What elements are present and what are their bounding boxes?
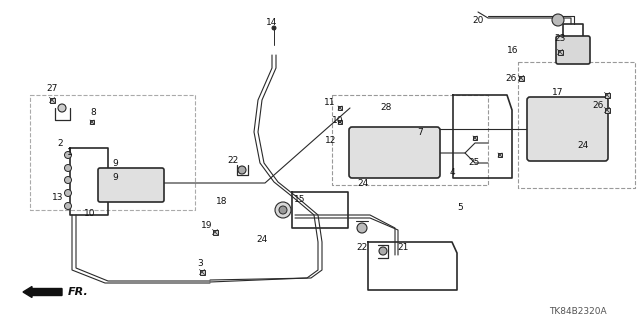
Circle shape [58, 104, 66, 112]
Text: 11: 11 [324, 98, 336, 107]
Bar [605, 92, 609, 98]
Circle shape [576, 119, 596, 139]
Text: 10: 10 [84, 209, 96, 218]
Text: 22: 22 [227, 156, 239, 164]
Circle shape [65, 189, 72, 196]
Bar [338, 106, 342, 110]
Text: 24: 24 [257, 236, 268, 244]
Circle shape [542, 121, 558, 137]
FancyBboxPatch shape [527, 97, 608, 161]
Circle shape [65, 177, 72, 183]
Text: 27: 27 [46, 84, 58, 92]
Circle shape [279, 206, 287, 214]
Circle shape [105, 175, 125, 195]
Circle shape [363, 146, 377, 160]
Circle shape [238, 166, 246, 174]
Text: 25: 25 [468, 157, 480, 166]
Bar [557, 50, 563, 54]
Circle shape [272, 26, 276, 30]
Text: 9: 9 [112, 172, 118, 181]
Bar [200, 269, 205, 275]
Bar [473, 136, 477, 140]
Bar [49, 98, 54, 102]
Text: 26: 26 [506, 74, 516, 83]
Circle shape [65, 203, 72, 210]
Circle shape [379, 247, 387, 255]
Text: 26: 26 [592, 100, 604, 109]
Bar [498, 153, 502, 157]
Text: 1: 1 [67, 148, 73, 156]
Text: 13: 13 [52, 194, 64, 203]
FancyBboxPatch shape [349, 127, 440, 178]
Circle shape [141, 178, 155, 192]
Text: FR.: FR. [68, 287, 89, 297]
Text: 28: 28 [380, 102, 392, 111]
Bar [90, 120, 94, 124]
Circle shape [408, 144, 426, 162]
Text: 12: 12 [325, 135, 337, 145]
Text: 21: 21 [397, 244, 409, 252]
Text: 7: 7 [417, 127, 423, 137]
Text: 10: 10 [332, 116, 344, 124]
Text: 3: 3 [197, 259, 203, 268]
Text: 20: 20 [472, 15, 484, 25]
Text: 2: 2 [57, 139, 63, 148]
Circle shape [357, 140, 383, 166]
Text: 14: 14 [266, 18, 278, 27]
FancyArrow shape [23, 286, 62, 298]
Text: 4: 4 [449, 167, 455, 177]
Text: TK84B2320A: TK84B2320A [549, 308, 607, 316]
Text: 18: 18 [216, 197, 228, 206]
Bar [605, 108, 609, 113]
Text: 23: 23 [554, 34, 566, 43]
Bar [338, 120, 342, 124]
Text: 15: 15 [294, 196, 306, 204]
Circle shape [535, 114, 565, 144]
Circle shape [65, 164, 72, 172]
FancyBboxPatch shape [556, 36, 590, 64]
Circle shape [357, 223, 367, 233]
Text: 9: 9 [112, 158, 118, 167]
Text: 19: 19 [201, 220, 212, 229]
Text: 8: 8 [90, 108, 96, 116]
Circle shape [275, 202, 291, 218]
Text: 5: 5 [457, 204, 463, 212]
Bar [212, 229, 218, 235]
Text: 16: 16 [508, 45, 519, 54]
Text: 24: 24 [357, 179, 369, 188]
FancyBboxPatch shape [98, 168, 164, 202]
Circle shape [65, 151, 72, 158]
Text: 17: 17 [552, 87, 564, 97]
Circle shape [552, 14, 564, 26]
Circle shape [110, 180, 120, 190]
Text: 22: 22 [356, 243, 367, 252]
Bar [518, 76, 524, 81]
Text: 24: 24 [577, 140, 589, 149]
